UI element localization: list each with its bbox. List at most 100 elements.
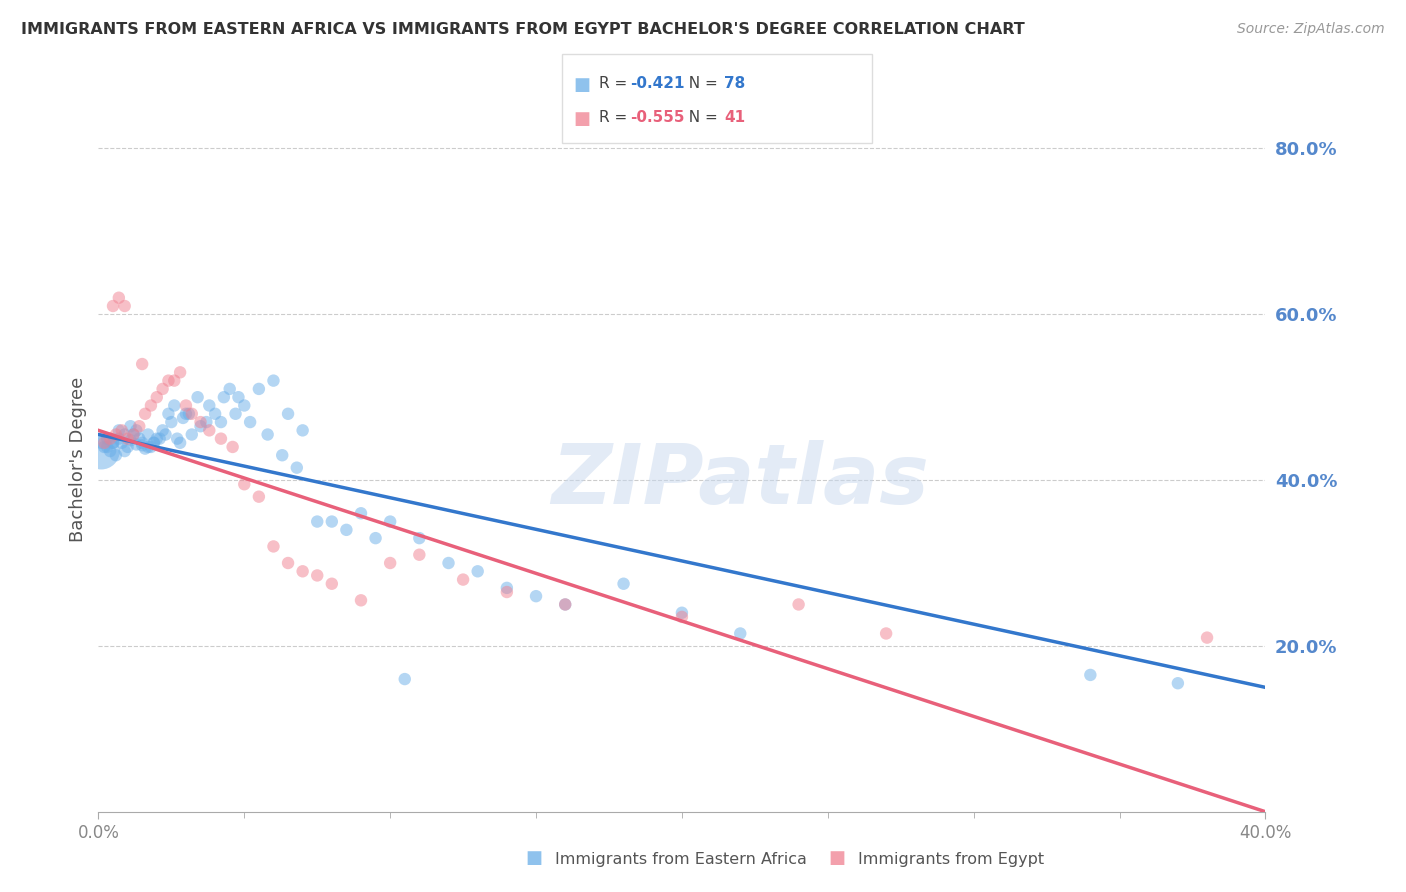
Point xyxy=(198,399,221,413)
Text: 41: 41 xyxy=(724,110,745,125)
Point xyxy=(114,299,136,313)
Point xyxy=(125,423,148,437)
Point xyxy=(90,435,112,450)
Point xyxy=(198,423,221,437)
Point xyxy=(187,390,209,404)
Point xyxy=(1080,668,1102,682)
Point xyxy=(117,432,139,446)
Point xyxy=(120,434,142,448)
Point xyxy=(101,435,124,450)
Point xyxy=(104,427,127,442)
Point xyxy=(180,427,202,442)
Point xyxy=(321,515,343,529)
Point xyxy=(177,407,200,421)
Point xyxy=(285,460,308,475)
Point xyxy=(247,490,270,504)
Point xyxy=(467,564,489,578)
Point xyxy=(136,427,159,442)
Point xyxy=(180,407,202,421)
Y-axis label: Bachelor's Degree: Bachelor's Degree xyxy=(69,376,87,542)
Point xyxy=(233,399,256,413)
Point xyxy=(98,444,121,458)
Point xyxy=(101,435,124,450)
Point xyxy=(209,415,232,429)
Text: N =: N = xyxy=(679,110,723,125)
Point xyxy=(380,515,402,529)
Point xyxy=(271,448,294,462)
Point xyxy=(139,399,162,413)
Point xyxy=(117,440,139,454)
Point xyxy=(169,435,191,450)
Point xyxy=(730,626,752,640)
Point xyxy=(111,435,134,450)
Point xyxy=(554,598,576,612)
Point xyxy=(120,419,142,434)
Point xyxy=(307,515,329,529)
Point xyxy=(96,440,118,454)
Point xyxy=(875,626,897,640)
Point xyxy=(212,390,235,404)
Point xyxy=(228,390,250,404)
Point xyxy=(108,432,131,446)
Point xyxy=(190,415,212,429)
Point xyxy=(225,407,247,421)
Point xyxy=(380,556,402,570)
Point xyxy=(90,444,112,458)
Point xyxy=(218,382,240,396)
Point xyxy=(93,440,115,454)
Point xyxy=(204,407,226,421)
Text: Immigrants from Egypt: Immigrants from Egypt xyxy=(858,852,1043,867)
Point xyxy=(134,442,156,456)
Point xyxy=(111,423,134,437)
Point xyxy=(291,564,314,578)
Point xyxy=(671,610,693,624)
Point xyxy=(146,432,169,446)
Point xyxy=(233,477,256,491)
Point xyxy=(239,415,262,429)
Point xyxy=(128,432,150,446)
Point xyxy=(96,432,118,446)
Text: ■: ■ xyxy=(526,849,543,867)
Text: IMMIGRANTS FROM EASTERN AFRICA VS IMMIGRANTS FROM EGYPT BACHELOR'S DEGREE CORREL: IMMIGRANTS FROM EASTERN AFRICA VS IMMIGR… xyxy=(21,22,1025,37)
Point xyxy=(152,382,174,396)
Point xyxy=(160,415,183,429)
Text: Source: ZipAtlas.com: Source: ZipAtlas.com xyxy=(1237,22,1385,37)
Point xyxy=(1195,631,1218,645)
Point xyxy=(209,432,232,446)
Point xyxy=(139,440,162,454)
Text: R =: R = xyxy=(599,76,633,91)
Point xyxy=(277,407,299,421)
Text: ■: ■ xyxy=(574,110,591,128)
Point xyxy=(307,568,329,582)
Point xyxy=(221,440,243,454)
Point xyxy=(174,399,197,413)
Point xyxy=(136,440,159,454)
Text: R =: R = xyxy=(599,110,633,125)
Point xyxy=(247,382,270,396)
Text: 78: 78 xyxy=(724,76,745,91)
Point xyxy=(262,374,284,388)
Point xyxy=(93,435,115,450)
Point xyxy=(496,585,519,599)
Point xyxy=(152,423,174,437)
Point xyxy=(451,573,474,587)
Point xyxy=(101,299,124,313)
Point xyxy=(122,427,145,442)
Point xyxy=(125,437,148,451)
Point xyxy=(114,427,136,442)
Point xyxy=(364,531,387,545)
Point xyxy=(98,432,121,446)
Point xyxy=(157,374,180,388)
Point xyxy=(149,432,172,446)
Text: Immigrants from Eastern Africa: Immigrants from Eastern Africa xyxy=(555,852,807,867)
Point xyxy=(172,411,194,425)
Text: N =: N = xyxy=(679,76,723,91)
Point xyxy=(671,606,693,620)
Point xyxy=(169,365,191,379)
Point xyxy=(142,435,165,450)
Point xyxy=(335,523,357,537)
Text: -0.421: -0.421 xyxy=(630,76,685,91)
Point xyxy=(131,438,153,452)
Point xyxy=(256,427,278,442)
Point xyxy=(146,390,169,404)
